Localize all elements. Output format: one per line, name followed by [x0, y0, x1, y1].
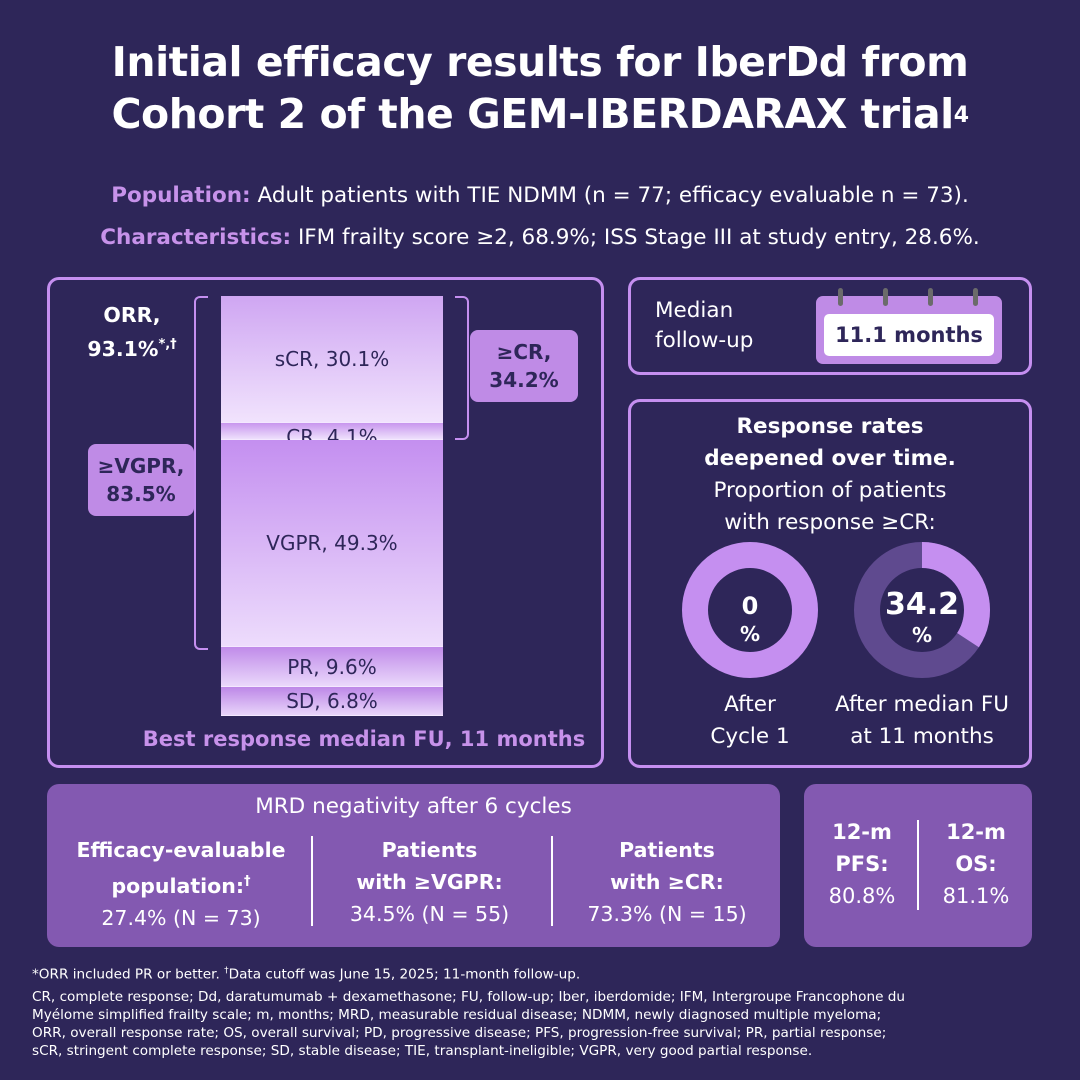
mrd-col3-value: 73.3% (N = 15) [587, 902, 747, 926]
donut1-caption: After Cycle 1 [680, 689, 820, 753]
pfs-value: 80.8% [828, 884, 896, 908]
mrd-col2-heading-1: Patients [381, 838, 478, 862]
orr-bracket [194, 296, 208, 650]
calendar-ring-icon [883, 288, 888, 306]
best-response-caption: Best response median FU, 11 months [142, 727, 586, 751]
cr-label: ≥CR, [496, 340, 552, 364]
response-sub-line-1: Proportion of patients [713, 478, 947, 503]
mrd-col1-mark: † [244, 874, 251, 889]
orr-value: 93.1% [87, 336, 159, 361]
mrd-col3-heading-1: Patients [619, 838, 715, 862]
bar-segment-cr: CR, 4.1% [221, 423, 443, 449]
donut2-caption-line-2: at 11 months [850, 724, 994, 749]
calendar-ring-icon [928, 288, 933, 306]
population-label: Population: [111, 183, 251, 208]
response-rates-heading: Response rates deepened over time. Propo… [628, 411, 1032, 539]
population-line: Population: Adult patients with TIE NDMM… [0, 181, 1080, 211]
abbreviations-line-3: ORR, overall response rate; OS, overall … [32, 1025, 887, 1041]
mrd-panel: MRD negativity after 6 cycles Efficacy-e… [47, 784, 780, 947]
mrd-col1-heading-1: Efficacy-evaluable [76, 838, 286, 862]
mrd-col-efficacy: Efficacy-evaluable population:† 27.4% (N… [53, 834, 309, 934]
footnote-mark: † [224, 966, 229, 976]
abbreviations-line-2: Myélome simplified frailty scale; m, mon… [32, 1007, 882, 1023]
abbreviations-line-4: sCR, stringent complete response; SD, st… [32, 1043, 813, 1059]
donut2-value-label: 34.2 % [872, 590, 972, 650]
donut2-unit: % [911, 623, 933, 647]
donut1-value-label: 0 % [700, 592, 800, 648]
footnote-cutoff: Data cutoff was June 15, 2025; 11-month … [228, 966, 581, 983]
response-sub-line-2: with response ≥CR: [724, 510, 936, 535]
cr-pill: ≥CR, 34.2% [470, 330, 578, 402]
characteristics-line: Characteristics: IFM frailty score ≥2, 6… [0, 223, 1080, 253]
bar-segment-scr: sCR, 30.1% [221, 296, 443, 423]
bar-segment-pr: PR, 9.6% [221, 647, 443, 687]
donut-track-1 [682, 542, 818, 678]
mrd-col-cr: Patients with ≥CR: 73.3% (N = 15) [557, 834, 777, 930]
median-label-line-1: Median [655, 298, 734, 323]
calendar-ring-icon [973, 288, 978, 306]
pfs-block: 12-m PFS: 80.8% [812, 816, 912, 912]
title-line-2: Cohort 2 of the GEM-IBERDARAX trial [111, 90, 954, 138]
median-followup-value: 11.1 months [824, 314, 994, 356]
orr-marks: *,† [158, 337, 177, 352]
donut2-value: 34.2 [884, 587, 960, 622]
pfs-heading-2: PFS: [835, 852, 889, 876]
donut-slice-2 [854, 542, 990, 678]
characteristics-label: Characteristics: [100, 225, 292, 250]
donut2-caption: After median FU at 11 months [818, 689, 1026, 753]
bar-segment-vgpr: VGPR, 49.3% [221, 440, 443, 647]
bar-segment-sd: SD, 6.8% [221, 687, 443, 716]
bar-label-pr: PR, 9.6% [287, 654, 377, 679]
orr-label-text: ORR, [103, 303, 161, 327]
mrd-title: MRD negativity after 6 cycles [255, 794, 572, 819]
calendar-icon: 11.1 months [816, 288, 1002, 364]
donut1-unit: % [739, 622, 761, 646]
donut1-value: 0 [741, 592, 759, 620]
footnote-orr: *ORR included PR or better. [32, 966, 225, 983]
pfs-heading-1: 12-m [832, 820, 892, 844]
median-followup-label: Median follow-up [655, 296, 753, 356]
abbreviations-line-1: CR, complete response; Dd, daratumumab +… [32, 989, 906, 1005]
abbreviations: CR, complete response; Dd, daratumumab +… [32, 988, 1052, 1060]
survival-panel: 12-m PFS: 80.8% 12-m OS: 81.1% [804, 784, 1032, 947]
title-reference: 4 [953, 103, 969, 128]
survival-divider [917, 820, 919, 910]
vgpr-label: ≥VGPR, [97, 454, 185, 478]
response-heading-line-2: deepened over time. [704, 446, 956, 471]
cr-value: 34.2% [489, 368, 559, 392]
bar-label-sd: SD, 6.8% [286, 689, 378, 713]
os-heading-2: OS: [955, 852, 997, 876]
characteristics-text: IFM frailty score ≥2, 68.9%; ISS Stage I… [297, 225, 980, 250]
donut1-caption-line-1: After [724, 692, 776, 717]
bar-label-scr: sCR, 30.1% [274, 347, 390, 371]
vgpr-value: 83.5% [106, 482, 176, 506]
donut-charts [682, 542, 990, 678]
donut2-caption-line-1: After median FU [835, 692, 1009, 717]
mrd-divider [551, 836, 553, 926]
donut1-caption-line-2: Cycle 1 [710, 724, 790, 749]
os-block: 12-m OS: 81.1% [926, 816, 1026, 912]
title-line-1: Initial efficacy results for IberDd from [111, 38, 969, 86]
mrd-col3-heading-2: with ≥CR: [610, 870, 724, 894]
median-label-line-2: follow-up [655, 328, 754, 353]
cr-bracket [455, 296, 469, 440]
mrd-col1-heading-2: population: [111, 873, 245, 898]
mrd-col2-heading-2: with ≥VGPR: [356, 870, 503, 894]
mrd-divider [311, 836, 313, 926]
bar-label-vgpr: VGPR, 49.3% [266, 531, 398, 555]
mrd-col-vgpr: Patients with ≥VGPR: 34.5% (N = 55) [317, 834, 542, 930]
mrd-col1-value: 27.4% (N = 73) [101, 905, 261, 930]
page-title: Initial efficacy results for IberDd from… [0, 36, 1080, 140]
os-heading-1: 12-m [946, 820, 1006, 844]
orr-label: ORR, 93.1%*,† [72, 300, 192, 364]
vgpr-pill: ≥VGPR, 83.5% [88, 444, 194, 516]
footnote-line: *ORR included PR or better. †Data cutoff… [32, 962, 580, 984]
calendar-ring-icon [838, 288, 843, 306]
os-value: 81.1% [942, 884, 1010, 908]
mrd-col2-value: 34.5% (N = 55) [349, 902, 510, 926]
response-heading-line-1: Response rates [736, 414, 924, 439]
population-text: Adult patients with TIE NDMM (n = 77; ef… [257, 183, 969, 208]
